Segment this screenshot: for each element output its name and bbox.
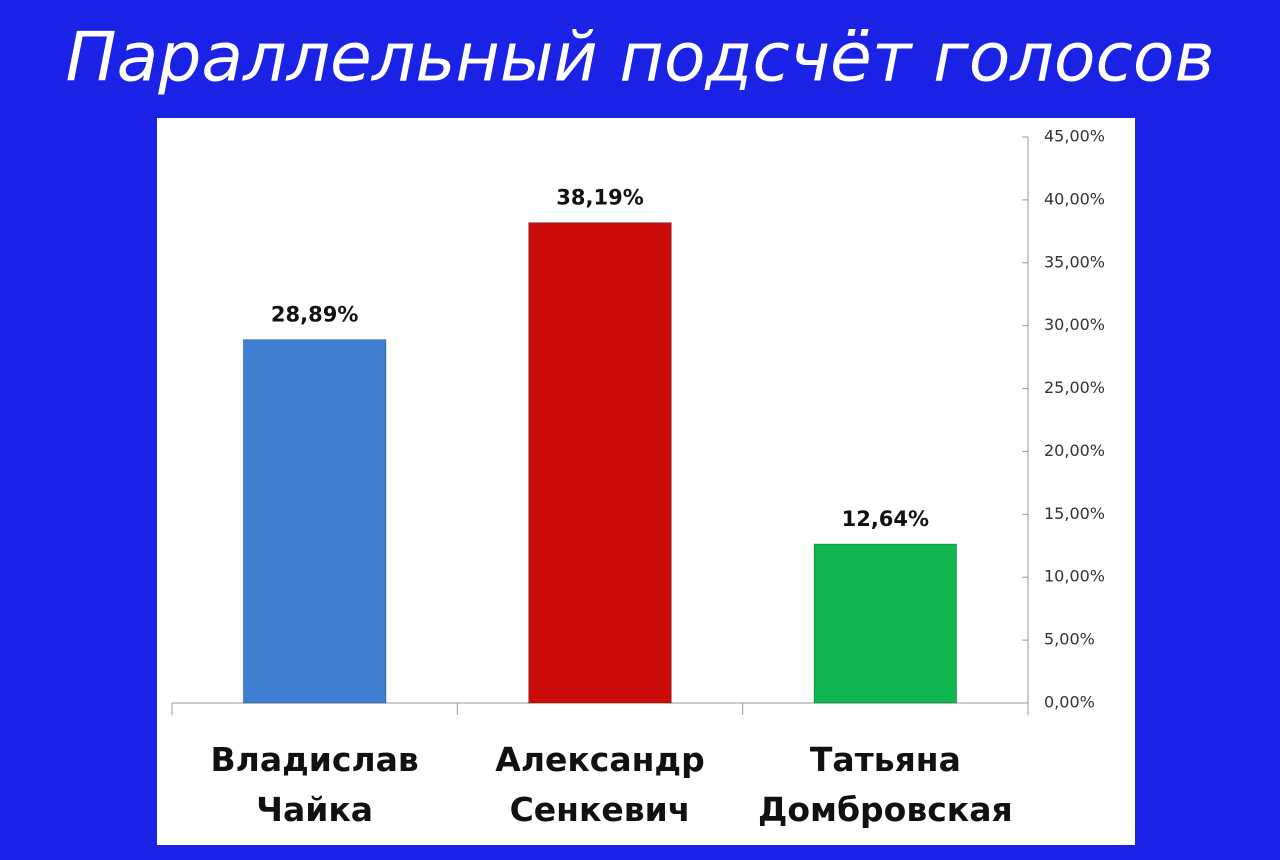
y-tick-label: 15,00%	[1044, 504, 1105, 523]
chart-title: Параллельный подсчёт голосов	[65, 19, 1214, 98]
y-tick-label: 40,00%	[1044, 189, 1105, 208]
bar	[528, 222, 672, 704]
data-label: 12,64%	[842, 507, 929, 531]
y-tick-label: 30,00%	[1044, 315, 1105, 334]
y-tick-label: 5,00%	[1044, 630, 1095, 649]
y-tick-label: 20,00%	[1044, 441, 1105, 460]
x-tick-label: Александр Сенкевич	[495, 740, 705, 829]
bar	[813, 543, 958, 704]
y-tick-label: 35,00%	[1044, 252, 1105, 271]
x-tick-label: Татьяна Домбровская	[757, 740, 1013, 829]
bar	[242, 339, 387, 704]
y-tick-label: 0,00%	[1044, 693, 1095, 712]
y-tick-label: 25,00%	[1044, 378, 1105, 397]
y-tick-label: 45,00%	[1044, 127, 1105, 146]
y-tick-label: 10,00%	[1044, 567, 1105, 586]
data-label: 28,89%	[271, 303, 358, 327]
data-label: 38,19%	[556, 186, 643, 210]
x-tick-label: Владислав Чайка	[210, 740, 419, 829]
